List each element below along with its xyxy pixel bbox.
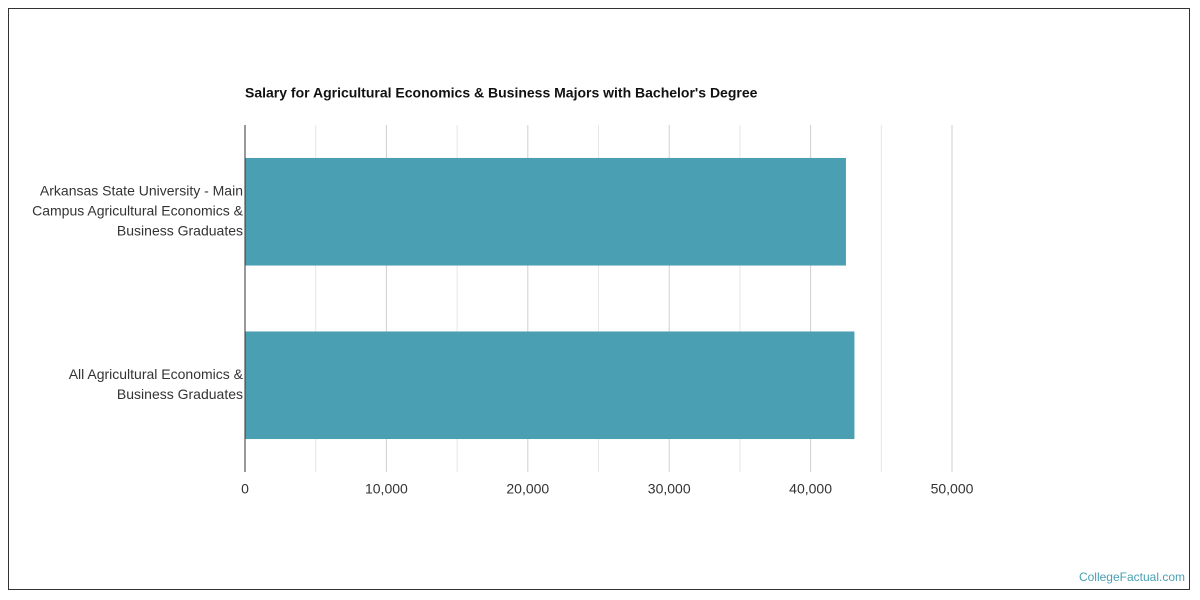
footer-link[interactable]: CollegeFactual.com — [1079, 570, 1185, 584]
y-tick-label: Arkansas State University - Main — [40, 182, 243, 198]
y-tick-label: Business Graduates — [117, 386, 243, 402]
x-tick-label: 0 — [241, 481, 249, 497]
x-tick-label: 20,000 — [506, 481, 549, 497]
frame — [8, 8, 1190, 590]
chart-title: Salary for Agricultural Economics & Busi… — [245, 85, 758, 101]
x-tick-label: 40,000 — [789, 481, 832, 497]
bar — [245, 331, 855, 440]
x-tick-label: 30,000 — [648, 481, 691, 497]
x-tick-label: 50,000 — [931, 481, 974, 497]
y-tick-label: Campus Agricultural Economics & — [32, 202, 244, 218]
bar — [245, 157, 846, 266]
x-tick-label: 10,000 — [365, 481, 408, 497]
y-tick-label: All Agricultural Economics & — [69, 366, 244, 382]
y-tick-label: Business Graduates — [117, 222, 243, 238]
